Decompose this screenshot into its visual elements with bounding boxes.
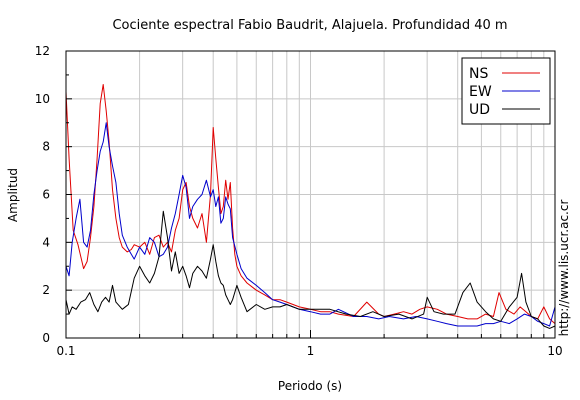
x-tick-label: 10: [547, 344, 562, 358]
legend: NS EW UD: [461, 57, 551, 125]
y-tick-label: 4: [42, 235, 50, 249]
x-tick-label: 1: [307, 344, 315, 358]
legend-label-ud: UD: [469, 102, 490, 118]
series-line-ns: [65, 84, 556, 324]
y-tick-label: 2: [42, 283, 50, 297]
axis-ticks: 0.1 1 10 0 2 4 6 8 10 12: [35, 44, 563, 358]
y-tick-label: 0: [42, 331, 50, 345]
series-line-ew: [65, 122, 556, 327]
y-axis-label: Amplitud: [6, 168, 20, 222]
legend-label-ew: EW: [469, 84, 492, 100]
y-tick-label: 12: [35, 44, 50, 58]
y-tick-label: 6: [42, 188, 50, 202]
x-axis-label: Periodo (s): [278, 379, 342, 393]
series-layer: [65, 84, 556, 329]
y-tick-label: 8: [42, 140, 50, 154]
y-tick-label: 10: [35, 92, 50, 106]
legend-label-ns: NS: [469, 66, 488, 82]
grid-lines: [66, 51, 555, 338]
chart-title: Cociente espectral Fabio Baudrit, Alajue…: [112, 18, 507, 33]
series-line-ud: [65, 210, 556, 329]
side-url-label: http://www.lis.ucr.ac.cr: [557, 200, 571, 337]
x-tick-label: 0.1: [56, 344, 75, 358]
